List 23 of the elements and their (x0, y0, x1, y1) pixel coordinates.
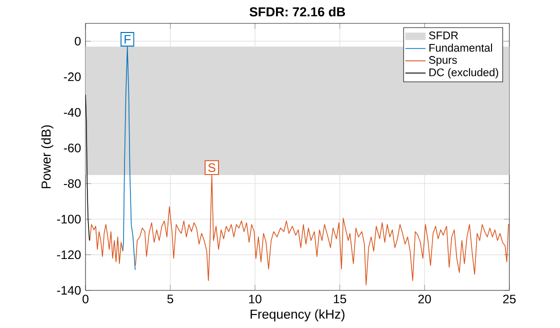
x-tick-label: 25 (503, 294, 516, 304)
y-tick-label: -100 (57, 214, 81, 224)
x-axis-title: Frequency (kHz) (250, 309, 344, 322)
y-tick-label: -60 (64, 143, 81, 152)
y-axis-title: Power (dB) (41, 125, 54, 188)
x-tick-label: 15 (334, 294, 346, 304)
chart-title: SFDR: 72.16 dB (250, 6, 346, 16)
y-tick-label: -140 (57, 286, 81, 295)
x-tick-label: 20 (418, 294, 431, 304)
legend-label: SFDR (429, 31, 458, 40)
x-tick-label: 5 (167, 294, 174, 304)
y-tick-label: -20 (64, 72, 81, 81)
annotation: F (124, 34, 131, 44)
annotation: S (208, 163, 216, 172)
legend-label: Fundamental (429, 43, 492, 52)
y-tick-label: -40 (64, 108, 81, 117)
y-tick-label: -80 (64, 179, 81, 188)
legend-label: DC (excluded) (429, 68, 498, 78)
legend-label: Spurs (429, 56, 457, 66)
y-tick-label: 0 (74, 36, 81, 46)
x-tick-label: 0 (82, 294, 88, 304)
x-tick-label: 10 (249, 294, 262, 304)
y-tick-label: -120 (57, 250, 81, 259)
